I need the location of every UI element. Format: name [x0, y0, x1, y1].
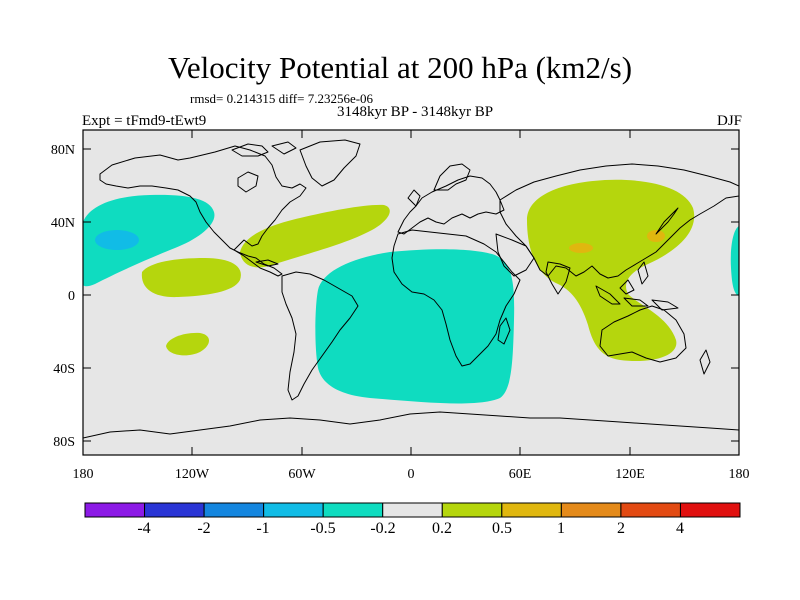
pos-core-tibet [569, 243, 593, 253]
lon-label: 180 [73, 467, 94, 482]
pos-region-pacific-subtropics [141, 258, 241, 298]
colorbar-label: -1 [256, 520, 269, 537]
coast-south-america [281, 271, 359, 401]
lon-label: 60E [509, 467, 532, 482]
lon-label: 180 [729, 467, 750, 482]
pos-region-atlantic-north [240, 204, 390, 268]
colorbar-box [441, 502, 503, 518]
coast-antarctica [83, 411, 739, 439]
colorbar-box [144, 502, 205, 518]
experiment-label: Expt = tFmd9-tEwt9 [82, 113, 207, 129]
lat-label: 40N [51, 216, 75, 231]
colorbar-label: -0.2 [370, 520, 395, 537]
colorbar-label: 2 [617, 520, 625, 537]
colorbar-box [382, 502, 443, 518]
lon-label: 60W [288, 467, 316, 482]
colorbar-box [560, 502, 622, 518]
colorbar-box [501, 502, 562, 518]
colorbar-label: 1 [557, 520, 565, 537]
lat-label: 80N [51, 143, 75, 158]
lat-label: 80S [53, 435, 75, 450]
neg-region-atlantic-africa [315, 249, 515, 404]
neg-region-pacific-east [730, 226, 739, 296]
coast-cuba [255, 259, 279, 267]
coast-philippines [637, 261, 649, 285]
coast-greenland [299, 139, 361, 187]
latitude-labels: 80N 40N 0 40S 80S [51, 143, 75, 450]
colorbar-box [322, 502, 384, 518]
coast-north-america [99, 145, 307, 277]
coast-india [545, 261, 571, 295]
neg-core-pacific [95, 230, 139, 250]
coast-madagascar [497, 317, 511, 345]
coast-scandinavia [433, 163, 471, 191]
pos-core-japan [647, 230, 665, 242]
colorbar-box [84, 502, 146, 518]
colorbar-label: -2 [197, 520, 210, 537]
coast-arctic-islands [231, 141, 297, 157]
latitude-ticks [83, 148, 739, 442]
colorbar [84, 502, 741, 518]
colorbar-label: 0.5 [492, 520, 512, 537]
colorbar-box [203, 502, 265, 518]
lon-label: 120W [175, 467, 210, 482]
season-label: DJF [716, 113, 742, 129]
coast-british-isles [407, 189, 421, 207]
coast-japan [655, 207, 679, 235]
coast-indonesia [595, 279, 679, 311]
coast-new-zealand [699, 349, 711, 375]
coast-europe [397, 175, 505, 235]
coast-hudson-bay [237, 171, 259, 193]
colorbar-label: -4 [137, 520, 150, 537]
colorbar-label: -0.5 [310, 520, 335, 537]
coast-arabia [495, 233, 535, 277]
colorbar-label: 0.2 [432, 520, 452, 537]
colorbar-box [263, 502, 324, 518]
colorbar-box [679, 502, 741, 518]
colorbar-box [620, 502, 681, 518]
lat-label: 40S [53, 362, 75, 377]
plot-title: Velocity Potential at 200 hPa (km2/s) [167, 50, 633, 85]
coastlines [83, 139, 739, 439]
pos-region-eurasia [527, 179, 695, 362]
lon-label: 120E [615, 467, 645, 482]
coast-australia [599, 305, 687, 363]
stats-line: rmsd= 0.214315 diff= 7.23256e-06 [190, 91, 374, 106]
colorbar-labels: -4 -2 -1 -0.5 -0.2 0.2 0.5 1 2 4 [137, 520, 684, 537]
neg-region-pacific-west [83, 194, 215, 287]
coast-asia [499, 163, 739, 279]
longitude-labels: 180 120W 60W 0 60E 120E 180 [73, 467, 750, 482]
period-label: 3148kyr BP - 3148kyr BP [336, 104, 494, 120]
coast-africa [391, 229, 521, 367]
lat-label: 0 [68, 289, 75, 304]
colorbar-label: 4 [676, 520, 684, 537]
pos-region-south-pacific [166, 332, 209, 356]
lon-label: 0 [408, 467, 415, 482]
longitude-ticks [82, 130, 740, 455]
